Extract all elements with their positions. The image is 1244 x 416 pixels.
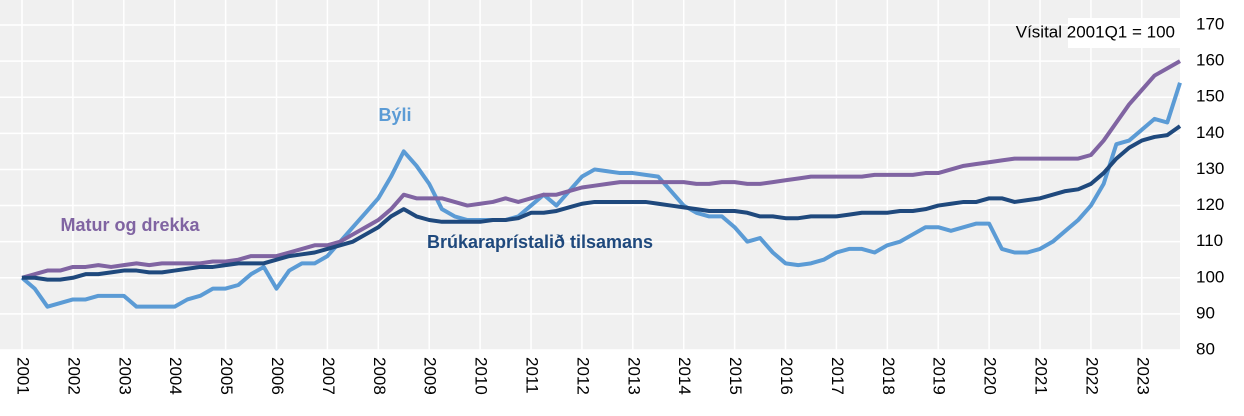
x-tick-label: 2020 [981,357,1000,395]
x-tick-label: 2017 [828,357,847,395]
y-tick-label: 90 [1196,303,1215,322]
plot-background [0,0,1180,350]
x-tick-label: 2008 [370,357,389,395]
x-tick-label: 2022 [1082,357,1101,395]
x-tick-label: 2015 [726,357,745,395]
y-tick-label: 140 [1196,123,1224,142]
x-tick-label: 2001 [14,357,33,395]
x-tick-label: 2007 [319,357,338,395]
y-tick-label: 110 [1196,231,1223,250]
y-tick-label: 100 [1196,267,1224,286]
x-tick-label: 2003 [115,357,134,395]
x-tick-label: 2002 [64,357,83,395]
x-tick-label: 2013 [624,357,643,395]
y-tick-label: 130 [1196,159,1224,178]
x-tick-label: 2009 [421,357,440,395]
x-tick-label: 2004 [166,357,185,395]
series-label: Býli [378,105,411,125]
series-line [21,59,1181,280]
x-tick-label: 2021 [1032,357,1051,395]
x-tick-label: 2019 [930,357,949,395]
annotation-box [1068,18,1180,48]
y-tick-label: 150 [1196,87,1224,106]
x-tick-label: 2010 [472,357,491,395]
x-tick-label: 2018 [879,357,898,395]
y-tick-label: 160 [1196,51,1224,70]
y-tick-label: 170 [1196,14,1224,33]
x-tick-label: 2011 [523,357,542,394]
x-tick-label: 2006 [268,357,287,395]
y-tick-label: 80 [1196,339,1215,358]
x-tick-label: 2012 [573,357,592,395]
x-tick-label: 2014 [675,357,694,395]
y-tick-label: 120 [1196,195,1224,214]
series-label: Brúkaraprístalið tilsamans [427,232,653,252]
x-tick-label: 2005 [217,357,236,395]
x-tick-label: 2023 [1133,357,1152,395]
x-tick-label: 2016 [777,357,796,395]
series-label: Matur og drekka [60,215,200,235]
annotation: Vísital 2001Q1 = 100 [1016,22,1175,41]
series-line [20,82,1182,309]
series-line [22,124,1182,282]
